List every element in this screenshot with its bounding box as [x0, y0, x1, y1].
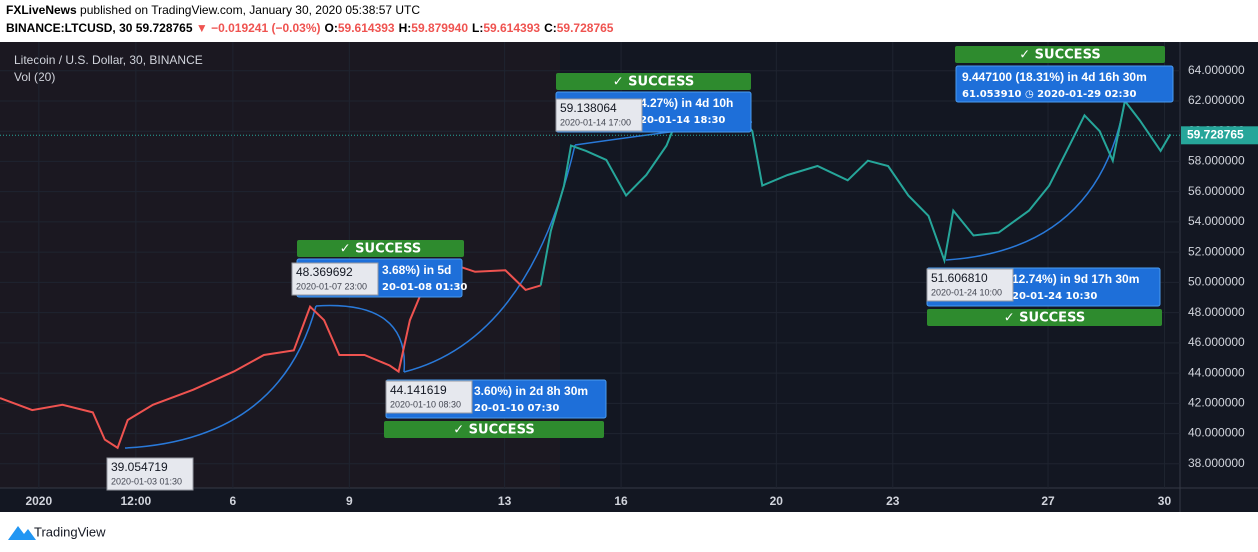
tooltip-box [291, 262, 379, 296]
x-tick-label: 2020 [25, 494, 52, 508]
tooltip-date: 2020-01-24 10:00 [931, 287, 1002, 297]
success-label: ✓ SUCCESS [340, 242, 421, 257]
x-tick-label: 13 [498, 494, 512, 508]
success-label: ✓ SUCCESS [613, 75, 694, 90]
x-tick-label: 16 [614, 494, 628, 508]
subtitle: Vol (20) [14, 70, 55, 84]
y-tick-label: 56.000000 [1188, 184, 1245, 198]
success-badge [556, 73, 751, 90]
measure-text: 9.447100 (18.31%) in 4d 16h 30m [962, 70, 1147, 84]
success-label: ✓ SUCCESS [1004, 311, 1085, 326]
ohlc-label: O: [325, 21, 338, 35]
measure-text: 3.68%) in 5d [382, 263, 451, 277]
measure-date: 20-01-14 18:30 [640, 115, 725, 126]
price: 59.728765 [136, 21, 193, 35]
chart-title: Litecoin / U.S. Dollar, 30, BINANCE [14, 53, 203, 67]
tooltip-date: 2020-01-03 01:30 [111, 476, 182, 486]
ohlc-value: 59.614393 [338, 21, 395, 35]
measure-text: 4.27%) in 4d 10h [640, 96, 733, 110]
tooltip-value: 39.054719 [111, 460, 168, 474]
change: ▼ −0.019241 (−0.03%) [196, 21, 321, 35]
success-badge [927, 309, 1162, 326]
measure-date: 20-01-08 01:30 [382, 282, 467, 293]
tooltip-value: 59.138064 [560, 101, 617, 115]
tooltip-value: 44.141619 [390, 383, 447, 397]
ohlc-value: 59.728765 [557, 21, 614, 35]
success-badge [297, 240, 464, 257]
ohlc-label: L: [472, 21, 483, 35]
measure-date: 20-01-10 07:30 [474, 403, 559, 414]
x-tick-label: 12:00 [121, 494, 152, 508]
y-tick-label: 38.000000 [1188, 456, 1245, 470]
ohlc-value: 59.879940 [411, 21, 468, 35]
x-tick-label: 6 [230, 494, 237, 508]
tooltip-value: 51.606810 [931, 271, 988, 285]
success-label: ✓ SUCCESS [453, 423, 534, 438]
tooltip-value: 48.369692 [296, 265, 353, 279]
y-tick-label: 54.000000 [1188, 214, 1245, 228]
success-badge [384, 421, 604, 438]
tooltip-box [106, 457, 194, 491]
logo: TradingView [8, 524, 106, 540]
header-bg [0, 0, 1258, 42]
tooltip-box [385, 380, 473, 414]
logo-icon [8, 526, 36, 540]
measure-arc [315, 304, 406, 373]
x-tick-label: 27 [1041, 494, 1055, 508]
success-label: ✓ SUCCESS [1019, 48, 1100, 63]
ohlc-label: C: [544, 21, 557, 35]
symbol: BINANCE:LTCUSD, 30 [6, 21, 133, 35]
y-tick-label: 44.000000 [1188, 365, 1245, 379]
y-tick-label: 40.000000 [1188, 426, 1245, 440]
measure-text: 12.74%) in 9d 17h 30m [1012, 272, 1139, 286]
price-line [539, 93, 1172, 286]
measure-arc [124, 305, 317, 449]
y-tick-label: 46.000000 [1188, 335, 1245, 349]
tooltip-box [555, 98, 643, 132]
tooltip-date: 2020-01-14 17:00 [560, 117, 631, 127]
tooltip-box [926, 268, 1014, 302]
measure-text: 3.60%) in 2d 8h 30m [474, 384, 588, 398]
y-tick-label: 62.000000 [1188, 93, 1245, 107]
header-line-2: BINANCE:LTCUSD, 30 59.728765 ▼ −0.019241… [6, 21, 614, 35]
y-tick-label: 48.000000 [1188, 305, 1245, 319]
x-tick-label: 30 [1158, 494, 1172, 508]
measure-box [955, 65, 1174, 103]
footer-brand: TradingView [34, 524, 106, 539]
ohlc-label: H: [399, 21, 412, 35]
y-tick-label: 58.000000 [1188, 154, 1245, 168]
last-price-label: 59.728765 [1187, 127, 1244, 141]
last-price-box [1181, 126, 1258, 145]
measure-date: 20-01-24 10:30 [1012, 291, 1097, 302]
y-tick-label: 52.000000 [1188, 244, 1245, 258]
header-line-1: FXLiveNews published on TradingView.com,… [6, 3, 420, 17]
tooltip-date: 2020-01-10 08:30 [390, 399, 461, 409]
publisher: FXLiveNews [6, 3, 77, 17]
success-badge [955, 46, 1165, 63]
y-tick-label: 50.000000 [1188, 275, 1245, 289]
measure-arc [945, 99, 1126, 261]
y-tick-label: 64.000000 [1188, 63, 1245, 77]
x-tick-label: 20 [770, 494, 784, 508]
x-tick-label: 23 [886, 494, 900, 508]
measure-date: 61.053910 ◷ 2020-01-29 02:30 [962, 89, 1136, 100]
tooltip-date: 2020-01-07 23:00 [296, 281, 367, 291]
x-tick-label: 9 [346, 494, 353, 508]
y-tick-label: 42.000000 [1188, 396, 1245, 410]
published: published on TradingView.com, January 30… [80, 3, 420, 17]
ohlc-value: 59.614393 [483, 21, 540, 35]
